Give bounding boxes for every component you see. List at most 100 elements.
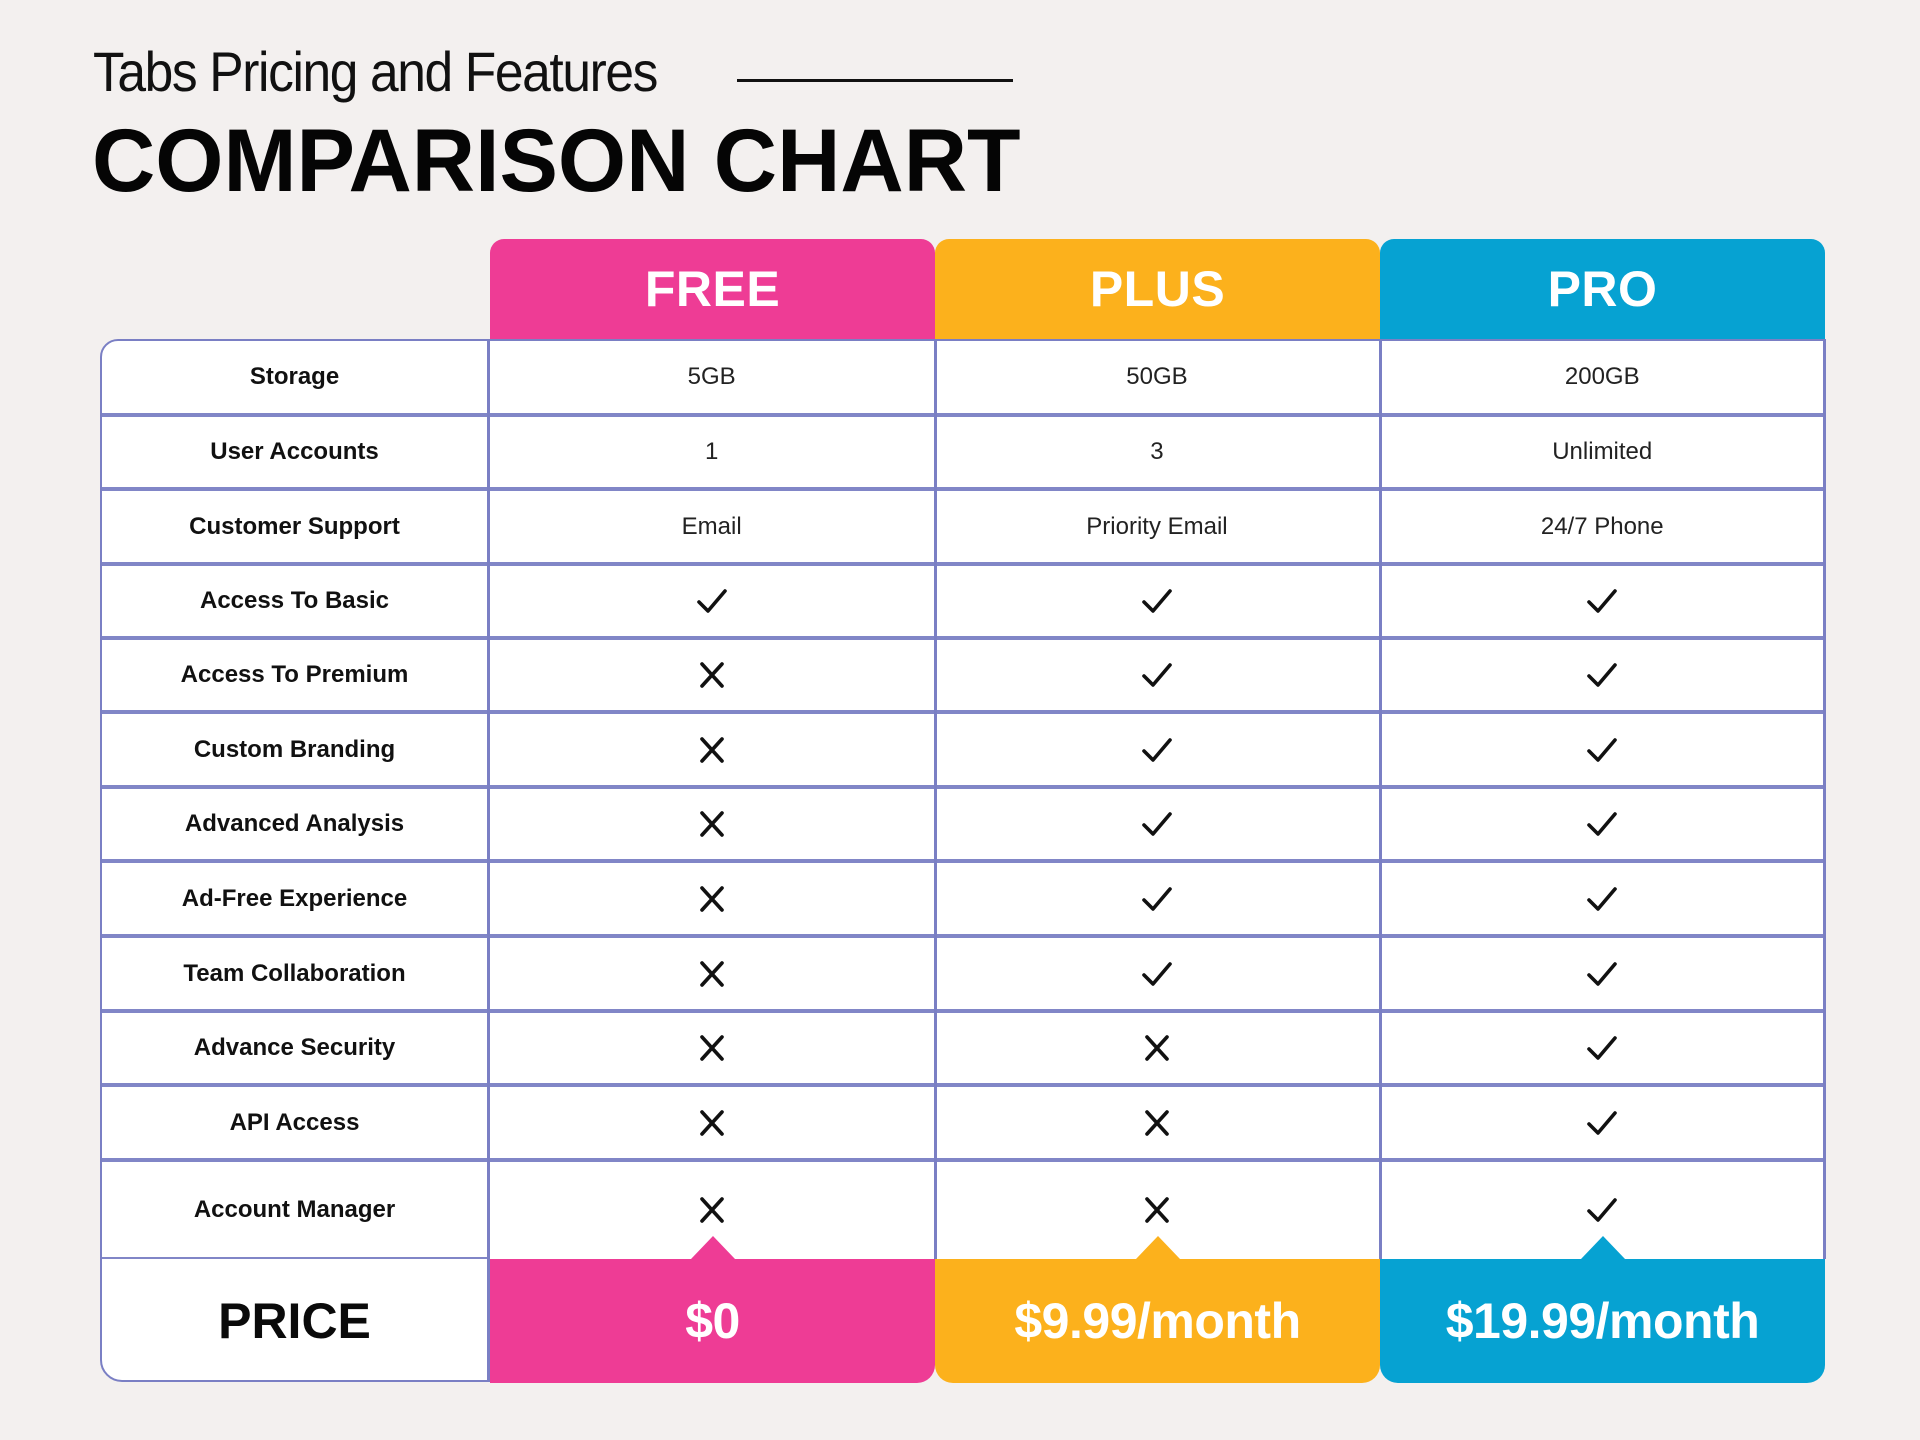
check-icon	[1583, 1191, 1621, 1229]
feature-value-pro	[1379, 564, 1825, 638]
x-icon	[1138, 1029, 1176, 1067]
plan-header-plus: PLUS	[935, 239, 1380, 361]
feature-label: API Access	[229, 1108, 360, 1136]
feature-value-free	[489, 1085, 935, 1160]
feature-value-plus	[934, 861, 1380, 936]
row-divider	[100, 1009, 1825, 1013]
x-icon	[693, 1191, 731, 1229]
feature-value-plus	[934, 936, 1380, 1011]
row-divider	[100, 1083, 1825, 1087]
x-icon	[693, 805, 731, 843]
feature-value-free	[489, 1011, 935, 1085]
table-row: Advance Security	[100, 1011, 1825, 1085]
feature-value-text: Priority Email	[1086, 512, 1228, 540]
plan-name-plus: PLUS	[1089, 261, 1226, 317]
price-value-free: $0	[685, 1293, 740, 1349]
feature-value-free: 1	[489, 415, 935, 489]
row-divider	[100, 562, 1825, 566]
feature-value-text: 24/7 Phone	[1540, 512, 1664, 540]
row-divider	[100, 710, 1825, 714]
check-icon	[1583, 880, 1621, 918]
pointer-up-icon	[690, 1236, 735, 1259]
table-row: Access To Premium	[100, 638, 1825, 712]
check-icon	[1583, 1104, 1621, 1142]
table-row: User Accounts 1 3 Unlimited	[100, 415, 1825, 489]
table-row: Storage 5GB 50GB 200GB	[100, 339, 1825, 415]
feature-value-pro	[1379, 638, 1825, 712]
feature-value-pro: 200GB	[1379, 339, 1825, 415]
feature-value-plus	[934, 1011, 1380, 1085]
feature-value-plus	[934, 1085, 1380, 1160]
feature-value-pro	[1379, 1011, 1825, 1085]
page-title: COMPARISON CHART	[92, 110, 1021, 210]
feature-label: Custom Branding	[193, 735, 396, 763]
column-divider	[1823, 339, 1826, 1259]
table-row: Customer Support Email Priority Email 24/7 …	[100, 489, 1825, 564]
x-icon	[693, 1104, 731, 1142]
check-icon	[693, 582, 731, 620]
price-plus: $9.99/month	[935, 1236, 1380, 1383]
check-icon	[1583, 656, 1621, 694]
x-icon	[693, 880, 731, 918]
feature-value-free	[489, 564, 935, 638]
feature-value-pro	[1379, 1085, 1825, 1160]
check-icon	[1138, 656, 1176, 694]
feature-value-text: Email	[681, 512, 742, 540]
check-icon	[1138, 955, 1176, 993]
feature-label: Ad-Free Experience	[181, 884, 408, 912]
feature-value-free: 5GB	[489, 339, 935, 415]
plan-header-free: FREE	[490, 239, 935, 361]
feature-value-plus	[934, 787, 1380, 861]
pointer-up-icon	[1580, 1236, 1625, 1259]
x-icon	[693, 955, 731, 993]
column-divider	[934, 339, 937, 1259]
feature-value-pro: 24/7 Phone	[1379, 489, 1825, 564]
comparison-table: Storage 5GB 50GB 200GB User Accounts 1 3 Unlimi…	[100, 339, 1826, 1383]
row-divider	[100, 413, 1825, 417]
feature-label: Advanced Analysis	[184, 810, 405, 837]
feature-value-text: 200GB	[1564, 363, 1640, 390]
feature-value-plus	[934, 638, 1380, 712]
feature-value-pro	[1379, 787, 1825, 861]
feature-value-plus: 50GB	[934, 339, 1380, 415]
feature-label: Customer Support	[189, 512, 400, 540]
feature-value-text: 50GB	[1126, 363, 1188, 390]
x-icon	[693, 731, 731, 769]
row-divider	[100, 636, 1825, 640]
row-divider	[100, 1257, 490, 1259]
check-icon	[1583, 805, 1621, 843]
row-divider	[100, 487, 1825, 491]
subtitle-rule	[737, 79, 1013, 82]
feature-value-free	[489, 712, 935, 787]
feature-label: User Accounts	[210, 438, 379, 465]
table-row: Account Manager	[100, 1160, 1825, 1259]
pointer-up-icon	[1135, 1236, 1180, 1259]
feature-value-plus: Priority Email	[934, 489, 1380, 564]
x-icon	[1138, 1104, 1176, 1142]
table-row: Access To Basic	[100, 564, 1825, 638]
x-icon	[693, 656, 731, 694]
x-icon	[693, 1029, 731, 1067]
feature-value-text: Unlimited	[1552, 438, 1653, 465]
table-top-border	[489, 339, 1825, 341]
table-row: Custom Branding	[100, 712, 1825, 787]
table-row: Team Collaboration	[100, 936, 1825, 1011]
table-row: Advanced Analysis	[100, 787, 1825, 861]
check-icon	[1583, 731, 1621, 769]
price-pro: $19.99/month	[1380, 1236, 1825, 1383]
feature-value-plus: 3	[934, 415, 1380, 489]
feature-label: Account Manager	[193, 1195, 396, 1223]
feature-label: Access To Basic	[200, 587, 389, 614]
feature-value-free	[489, 638, 935, 712]
feature-value-free	[489, 936, 935, 1011]
feature-value-free	[489, 861, 935, 936]
feature-value-free: Email	[489, 489, 935, 564]
feature-label: Storage	[249, 363, 340, 390]
check-icon	[1583, 955, 1621, 993]
price-label: PRICE	[218, 1292, 371, 1349]
check-icon	[1138, 880, 1176, 918]
feature-value-pro	[1379, 936, 1825, 1011]
plan-header-pro: PRO	[1380, 239, 1825, 361]
row-divider	[100, 859, 1825, 863]
row-divider	[100, 934, 1825, 938]
